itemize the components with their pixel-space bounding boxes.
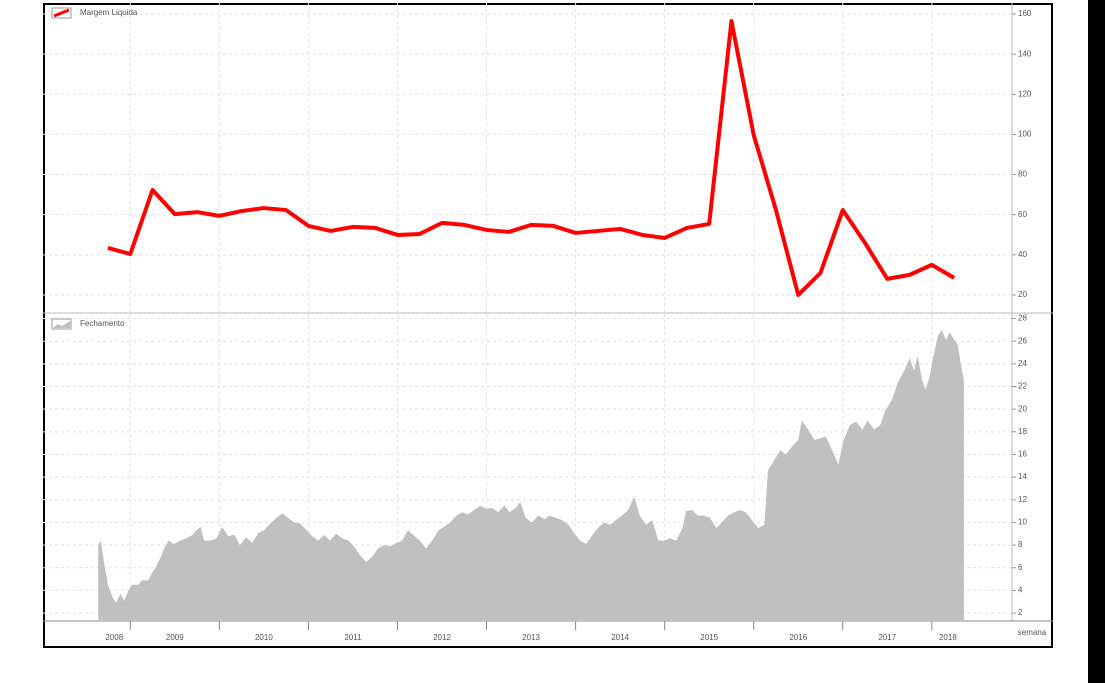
y-tick-label: 10 (1018, 518, 1027, 527)
x-tick-label: 2013 (522, 633, 540, 642)
line (107, 19, 956, 297)
x-tick-label: 2018 (939, 633, 957, 642)
y-tick-label: 18 (1018, 427, 1027, 436)
legend-icon (51, 318, 72, 330)
y-tick-label: 26 (1018, 336, 1027, 345)
y-tick-label: 28 (1018, 314, 1027, 323)
legend-label: Fechamento (80, 319, 125, 328)
y-tick-label: 160 (1018, 9, 1032, 18)
y-tick-label: 20 (1018, 290, 1027, 299)
y-tick-label: 40 (1018, 250, 1027, 259)
y-tick-label: 20 (1018, 404, 1027, 413)
y-tick-label: 12 (1018, 495, 1027, 504)
y-tick-label: 8 (1018, 540, 1023, 549)
y-tick-label: 16 (1018, 450, 1027, 459)
y-tick-label: 60 (1018, 210, 1027, 219)
y-tick-label: 22 (1018, 382, 1027, 391)
plot (98, 329, 964, 621)
x-tick-label: 2016 (789, 633, 807, 642)
x-tick-label: 2008 (105, 633, 123, 642)
y-tick-label: 2 (1018, 608, 1023, 617)
legend-swatch (53, 8, 70, 18)
x-tick-label: 2012 (433, 633, 451, 642)
area (98, 329, 964, 621)
x-tick-label: 2011 (344, 633, 362, 642)
x-tick-label: 2015 (700, 633, 718, 642)
y-tick-label: 140 (1018, 49, 1032, 58)
y-tick-label: 14 (1018, 472, 1027, 481)
y-tick-label: 24 (1018, 359, 1027, 368)
x-tick-label: 2010 (255, 633, 273, 642)
plot (107, 19, 956, 297)
x-tick-label: 2009 (166, 633, 184, 642)
y-tick-label: 4 (1018, 586, 1023, 595)
x-axis-label: semana (1018, 628, 1047, 637)
y-tick-label: 120 (1018, 89, 1032, 98)
x-tick-label: 2017 (878, 633, 896, 642)
legend-swatch (53, 321, 70, 328)
y-tick-label: 100 (1018, 130, 1032, 139)
x-tick-label: 2014 (611, 633, 629, 642)
y-tick-label: 80 (1018, 170, 1027, 179)
y-tick-label: 6 (1018, 563, 1023, 572)
side-bar (1088, 0, 1105, 683)
legend-label: Margem Liquida (80, 8, 138, 17)
